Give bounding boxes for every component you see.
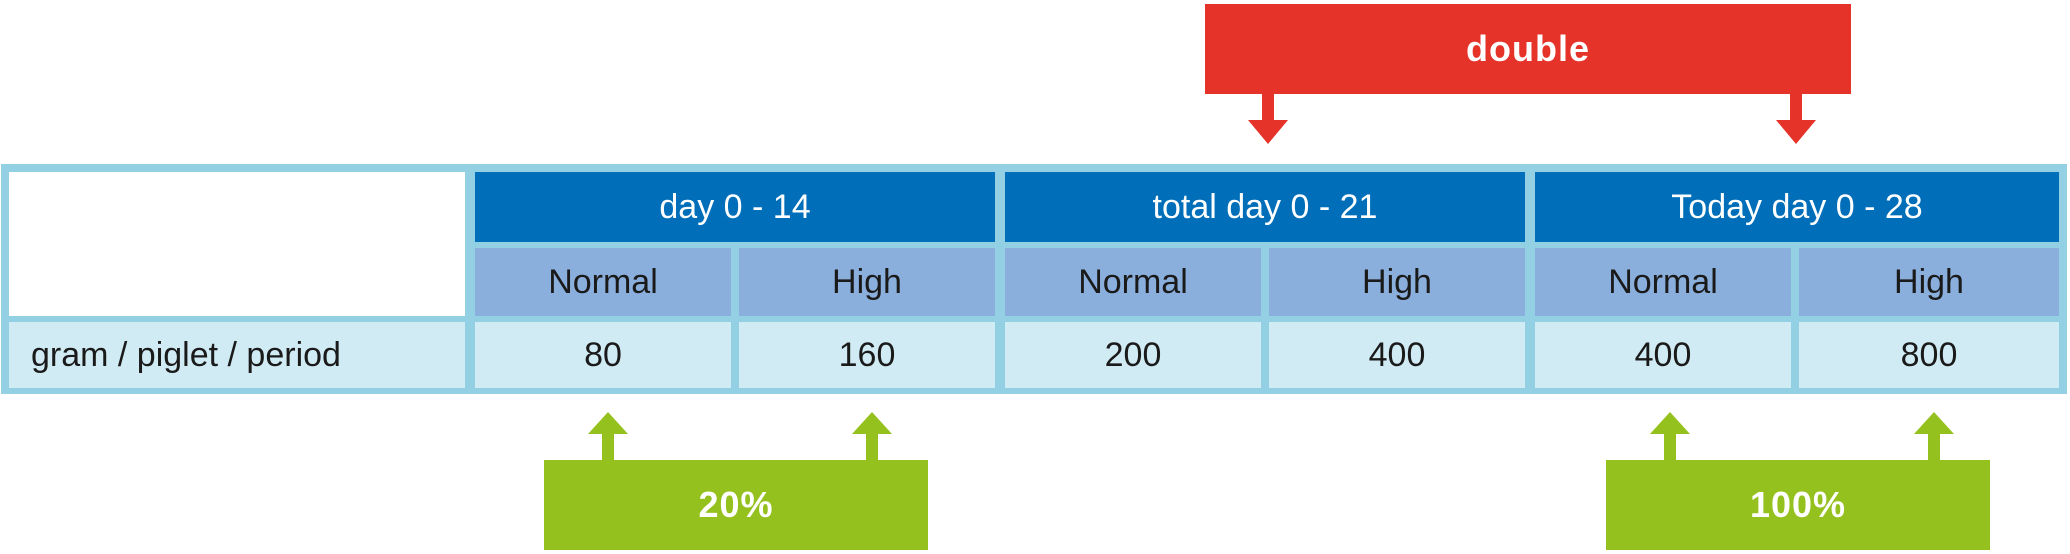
level-header: Normal bbox=[475, 248, 731, 316]
percent-100-callout: 100% bbox=[1606, 460, 1990, 550]
level-header: Normal bbox=[1535, 248, 1791, 316]
level-header: High bbox=[1269, 248, 1525, 316]
value-cell: 160 bbox=[739, 322, 995, 388]
percent-100-label: 100% bbox=[1749, 484, 1847, 525]
value-cell: 400 bbox=[1269, 322, 1525, 388]
level-header: High bbox=[739, 248, 995, 316]
period-header-3: Today day 0 - 28 bbox=[1535, 172, 2059, 242]
green-up-arrow bbox=[1650, 412, 1690, 462]
value-cell: 200 bbox=[1005, 322, 1261, 388]
green-up-arrow bbox=[852, 412, 892, 462]
green-up-arrow bbox=[588, 412, 628, 462]
feed-table: day 0 - 14 total day 0 - 21 Today day 0 … bbox=[1, 164, 2067, 394]
percent-20-callout: 20% bbox=[544, 460, 928, 550]
period-header-2: total day 0 - 21 bbox=[1005, 172, 1525, 242]
green-up-arrow bbox=[1914, 412, 1954, 462]
value-cell: 80 bbox=[475, 322, 731, 388]
red-down-arrow-right bbox=[1776, 94, 1816, 144]
value-cell: 800 bbox=[1799, 322, 2059, 388]
percent-20-label: 20% bbox=[698, 484, 774, 525]
red-down-arrow-left bbox=[1248, 94, 1288, 144]
level-header: Normal bbox=[1005, 248, 1261, 316]
period-header-1: day 0 - 14 bbox=[475, 172, 995, 242]
row-label: gram / piglet / period bbox=[9, 322, 465, 388]
value-cell: 400 bbox=[1535, 322, 1791, 388]
double-callout: double bbox=[1205, 4, 1851, 94]
level-header: High bbox=[1799, 248, 2059, 316]
double-label: double bbox=[1466, 28, 1590, 69]
corner-cell bbox=[9, 172, 465, 316]
